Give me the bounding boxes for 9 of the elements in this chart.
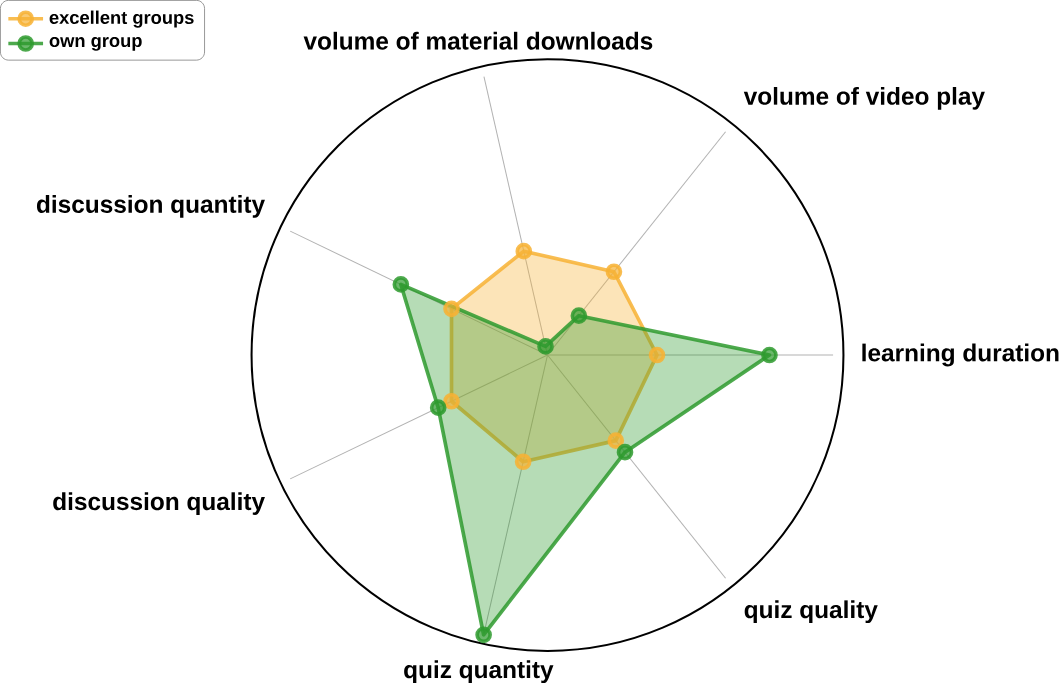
spoke-label: volume of material downloads	[303, 31, 653, 50]
spoke-label: learning duration	[862, 343, 1059, 367]
legend-label: own group	[49, 36, 142, 51]
spoke-label: discussion quantity	[36, 195, 265, 218]
spoke-label: discussion quality	[53, 492, 265, 515]
legend-label: excellent groups	[49, 10, 194, 28]
spoke-label: quiz quality	[744, 600, 878, 624]
spoke-label: volume of video play	[743, 86, 985, 110]
spoke-label: quiz quantity	[404, 660, 554, 684]
